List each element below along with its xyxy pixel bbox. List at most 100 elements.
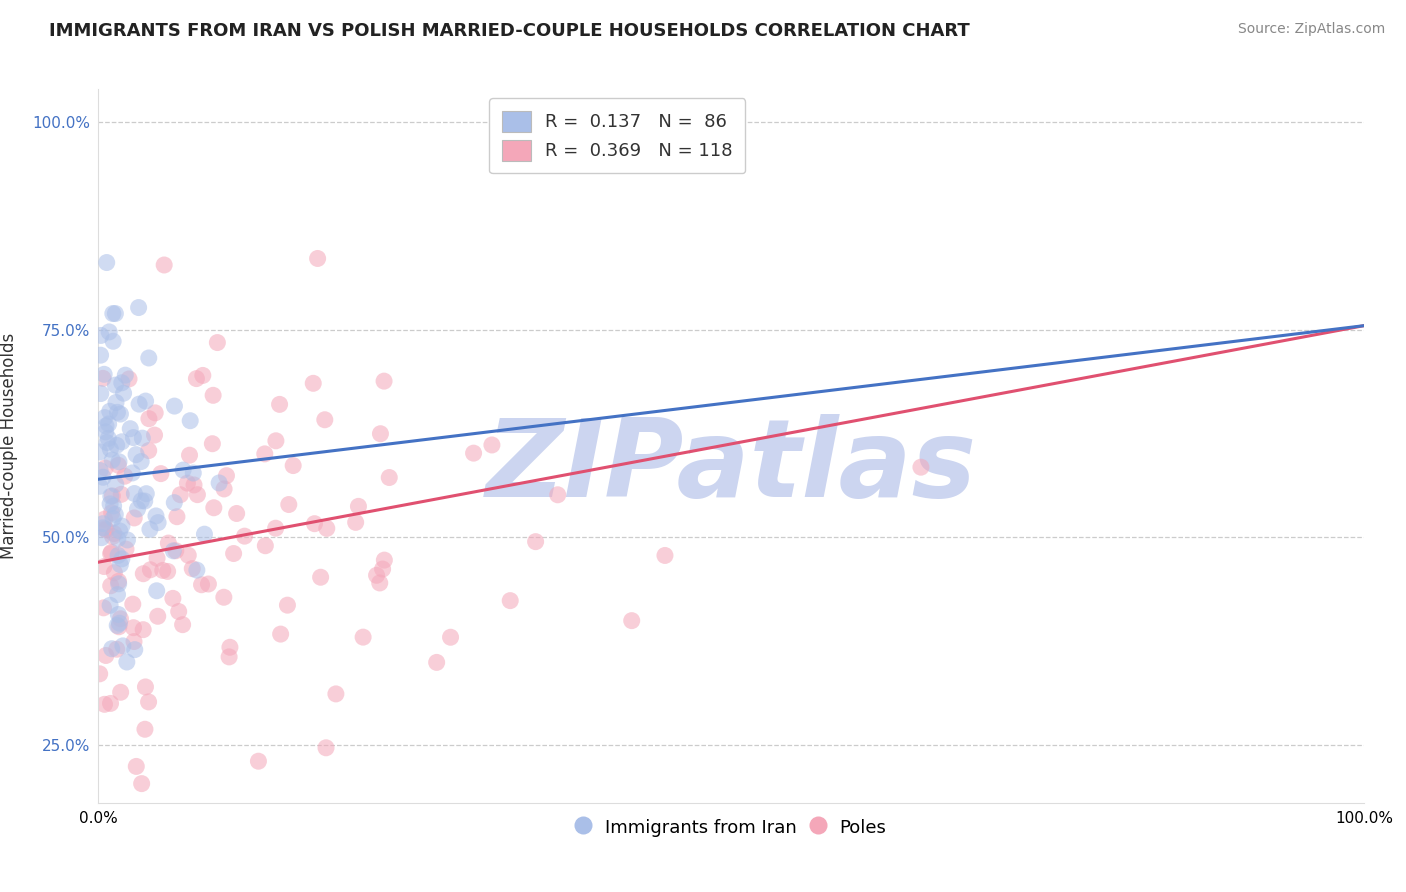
Point bbox=[222, 547, 245, 561]
Point bbox=[91, 516, 114, 531]
Point bbox=[110, 407, 132, 421]
Point bbox=[219, 640, 242, 655]
Point bbox=[366, 568, 388, 582]
Point bbox=[373, 374, 395, 388]
Point bbox=[114, 469, 136, 483]
Point bbox=[207, 335, 229, 350]
Point bbox=[110, 558, 132, 572]
Point bbox=[101, 489, 124, 503]
Point bbox=[89, 479, 111, 493]
Point bbox=[352, 630, 374, 644]
Point bbox=[100, 506, 122, 520]
Point bbox=[108, 524, 131, 538]
Point bbox=[208, 475, 231, 490]
Point bbox=[90, 348, 112, 362]
Point bbox=[97, 417, 120, 431]
Point bbox=[371, 562, 394, 576]
Point bbox=[138, 411, 160, 425]
Point bbox=[439, 630, 461, 644]
Point bbox=[132, 566, 155, 581]
Point bbox=[143, 406, 166, 420]
Point bbox=[145, 583, 167, 598]
Point bbox=[110, 685, 132, 699]
Point bbox=[101, 334, 124, 349]
Point bbox=[145, 508, 167, 523]
Point bbox=[101, 453, 124, 467]
Point bbox=[111, 639, 134, 653]
Point bbox=[179, 448, 201, 462]
Point bbox=[201, 436, 224, 450]
Point bbox=[115, 542, 138, 557]
Point bbox=[90, 328, 112, 343]
Point bbox=[110, 612, 132, 626]
Point bbox=[181, 466, 204, 480]
Point bbox=[115, 655, 138, 669]
Point bbox=[91, 470, 114, 484]
Point bbox=[103, 499, 125, 513]
Point bbox=[202, 388, 225, 402]
Point bbox=[105, 642, 128, 657]
Point bbox=[124, 642, 146, 657]
Point bbox=[163, 495, 186, 509]
Point bbox=[94, 418, 117, 433]
Point bbox=[264, 434, 287, 448]
Point bbox=[107, 405, 129, 419]
Point bbox=[97, 431, 120, 445]
Point bbox=[104, 378, 127, 392]
Point bbox=[107, 532, 129, 546]
Point bbox=[100, 579, 122, 593]
Point bbox=[111, 552, 134, 566]
Point bbox=[270, 627, 292, 641]
Point bbox=[114, 368, 136, 383]
Point bbox=[127, 502, 149, 516]
Point bbox=[162, 591, 184, 606]
Point bbox=[138, 695, 160, 709]
Point bbox=[101, 529, 124, 543]
Point bbox=[315, 740, 337, 755]
Point bbox=[107, 576, 129, 591]
Point bbox=[90, 386, 112, 401]
Point bbox=[139, 563, 162, 577]
Point bbox=[91, 371, 114, 385]
Point bbox=[101, 306, 124, 320]
Point bbox=[121, 466, 143, 480]
Point bbox=[100, 697, 122, 711]
Point bbox=[91, 521, 114, 535]
Point bbox=[125, 759, 148, 773]
Point bbox=[107, 574, 129, 589]
Point bbox=[111, 376, 134, 390]
Point bbox=[304, 516, 326, 531]
Point bbox=[314, 413, 336, 427]
Point bbox=[98, 497, 121, 511]
Point bbox=[134, 680, 156, 694]
Point bbox=[135, 394, 157, 409]
Point bbox=[131, 431, 153, 445]
Point bbox=[101, 511, 124, 525]
Point bbox=[96, 523, 118, 537]
Point bbox=[373, 553, 395, 567]
Point bbox=[169, 488, 191, 502]
Y-axis label: Married-couple Households: Married-couple Households bbox=[0, 333, 18, 559]
Point bbox=[139, 522, 162, 536]
Point bbox=[125, 448, 148, 462]
Point bbox=[103, 526, 125, 541]
Point bbox=[122, 634, 145, 648]
Point bbox=[153, 258, 176, 272]
Point bbox=[90, 531, 112, 545]
Point bbox=[105, 618, 128, 632]
Point bbox=[131, 776, 153, 790]
Point bbox=[463, 446, 485, 460]
Point bbox=[247, 754, 270, 768]
Point bbox=[302, 376, 325, 391]
Point bbox=[176, 476, 198, 491]
Point bbox=[315, 521, 337, 535]
Point bbox=[143, 428, 166, 442]
Point bbox=[96, 435, 118, 450]
Point bbox=[547, 488, 569, 502]
Point bbox=[112, 386, 135, 401]
Point bbox=[524, 534, 547, 549]
Point bbox=[132, 623, 155, 637]
Point bbox=[910, 460, 932, 475]
Point bbox=[654, 549, 676, 563]
Point bbox=[104, 477, 127, 491]
